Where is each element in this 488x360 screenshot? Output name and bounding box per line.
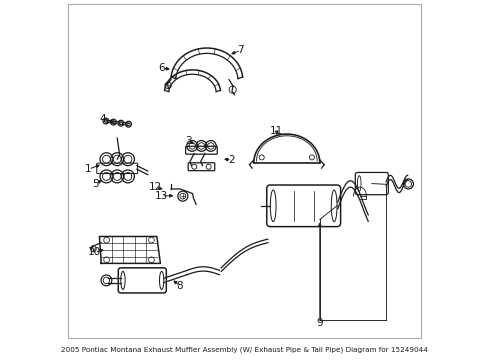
Text: 13: 13	[154, 191, 167, 201]
Text: 2005 Pontiac Montana Exhaust Muffler Assembly (W/ Exhaust Pipe & Tail Pipe) Diag: 2005 Pontiac Montana Exhaust Muffler Ass…	[61, 346, 427, 352]
Text: 1: 1	[85, 164, 92, 174]
Text: 4: 4	[100, 114, 106, 124]
Text: 6: 6	[159, 63, 165, 73]
Text: 8: 8	[176, 281, 183, 291]
Text: 3: 3	[185, 136, 192, 145]
Text: 10: 10	[88, 247, 101, 257]
Text: 7: 7	[237, 45, 244, 55]
Text: 5: 5	[92, 179, 99, 189]
Text: 2: 2	[228, 155, 235, 165]
Text: 9: 9	[316, 319, 323, 328]
Text: 12: 12	[149, 182, 162, 192]
Text: 11: 11	[269, 126, 283, 135]
